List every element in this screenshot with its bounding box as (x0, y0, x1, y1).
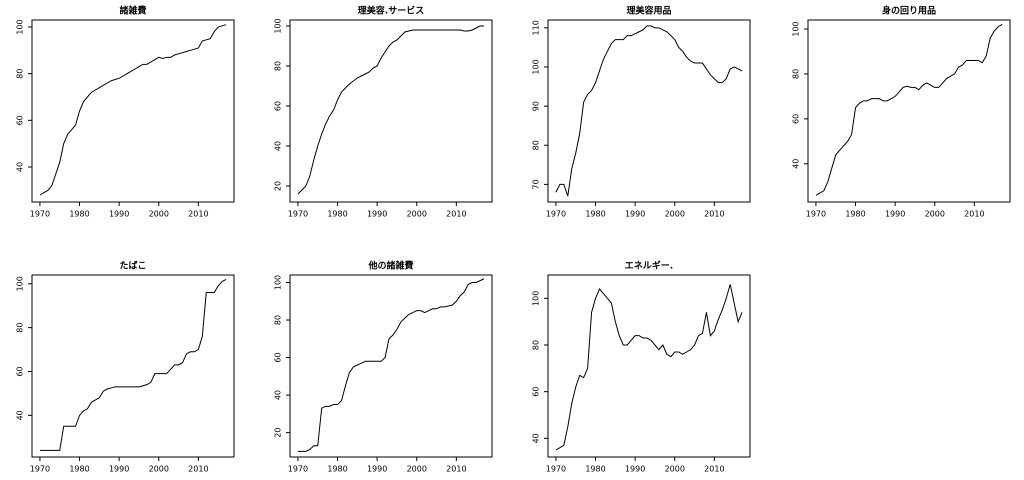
y-tick-label: 100 (16, 19, 25, 34)
y-tick-label: 110 (532, 20, 541, 35)
series-line (297, 278, 485, 452)
x-tick-label: 2000 (665, 210, 685, 219)
y-tick-label: 80 (532, 340, 541, 350)
plot-frame (547, 274, 751, 458)
series-line (39, 24, 227, 196)
y-tick-label: 80 (532, 140, 541, 150)
plot-frame (31, 274, 235, 458)
y-tick-label: 90 (532, 101, 541, 111)
y-tick-label: 60 (274, 101, 283, 111)
x-tick-label: 2000 (149, 465, 169, 474)
x-tick-label: 2010 (188, 465, 208, 474)
x-tick-label: 2000 (925, 210, 945, 219)
chart-title: 他の諸雑費 (367, 260, 413, 272)
y-tick-label: 60 (16, 115, 25, 125)
plot-frame (289, 19, 493, 203)
x-tick-label: 1970 (806, 210, 826, 219)
y-tick-label: 100 (532, 291, 541, 306)
x-tick-label: 1980 (845, 210, 865, 219)
x-tick-label: 1990 (109, 465, 129, 474)
x-tick-label: 2000 (407, 210, 427, 219)
series-line (39, 278, 227, 451)
x-tick-label: 2010 (446, 465, 466, 474)
y-tick-label: 40 (16, 162, 25, 172)
y-tick-label: 100 (16, 276, 25, 291)
y-tick-label: 40 (16, 410, 25, 420)
y-tick-label: 100 (532, 59, 541, 74)
x-tick-label: 1990 (109, 210, 129, 219)
y-tick-label: 60 (16, 366, 25, 376)
x-tick-label: 2010 (446, 210, 466, 219)
y-tick-label: 80 (16, 323, 25, 333)
plot-frame (807, 19, 1011, 203)
x-tick-label: 1990 (625, 465, 645, 474)
plot-frame (547, 19, 751, 203)
x-tick-label: 1970 (546, 465, 566, 474)
x-tick-label: 2010 (704, 465, 724, 474)
series-line (297, 25, 485, 195)
chart-title: 理美容用品 (626, 5, 671, 17)
chart-title: 理美容.サービス (358, 5, 424, 17)
plot-frame (289, 274, 493, 458)
x-tick-label: 2010 (964, 210, 984, 219)
x-tick-label: 1980 (327, 210, 347, 219)
series-line (815, 24, 1003, 196)
y-tick-label: 80 (274, 315, 283, 325)
y-tick-label: 80 (274, 61, 283, 71)
x-tick-label: 1970 (30, 210, 50, 219)
x-tick-label: 2010 (188, 210, 208, 219)
series-line (555, 284, 743, 451)
x-tick-label: 1970 (30, 465, 50, 474)
x-tick-label: 1980 (585, 210, 605, 219)
chart-title: たばこ (119, 260, 146, 272)
x-tick-label: 1980 (69, 210, 89, 219)
x-tick-label: 2000 (407, 465, 427, 474)
x-tick-label: 1990 (885, 210, 905, 219)
y-tick-label: 40 (792, 159, 801, 169)
x-tick-label: 1980 (69, 465, 89, 474)
x-tick-label: 2000 (149, 210, 169, 219)
y-tick-label: 60 (792, 114, 801, 124)
y-tick-label: 60 (274, 352, 283, 362)
y-tick-label: 20 (274, 181, 283, 191)
x-tick-label: 1990 (367, 465, 387, 474)
x-tick-label: 1970 (288, 465, 308, 474)
y-tick-label: 70 (532, 179, 541, 189)
series-line (555, 25, 743, 197)
chart-title: エネルギー. (625, 260, 673, 272)
y-tick-label: 40 (532, 433, 541, 443)
y-tick-label: 100 (792, 21, 801, 36)
x-tick-label: 1990 (625, 210, 645, 219)
x-tick-label: 1970 (288, 210, 308, 219)
chart-title: 諸雑費 (119, 5, 146, 17)
y-tick-label: 40 (274, 390, 283, 400)
y-tick-label: 40 (274, 141, 283, 151)
plot-frame (31, 19, 235, 203)
y-tick-label: 100 (274, 275, 283, 290)
chart-title: 身の回り用品 (882, 5, 936, 17)
x-tick-label: 2000 (665, 465, 685, 474)
x-tick-label: 1980 (585, 465, 605, 474)
y-tick-label: 100 (274, 18, 283, 33)
x-tick-label: 1970 (546, 210, 566, 219)
y-tick-label: 80 (792, 69, 801, 79)
y-tick-label: 60 (532, 387, 541, 397)
x-tick-label: 2010 (704, 210, 724, 219)
y-tick-label: 80 (16, 69, 25, 79)
x-tick-label: 1980 (327, 465, 347, 474)
y-tick-label: 20 (274, 428, 283, 438)
x-tick-label: 1990 (367, 210, 387, 219)
